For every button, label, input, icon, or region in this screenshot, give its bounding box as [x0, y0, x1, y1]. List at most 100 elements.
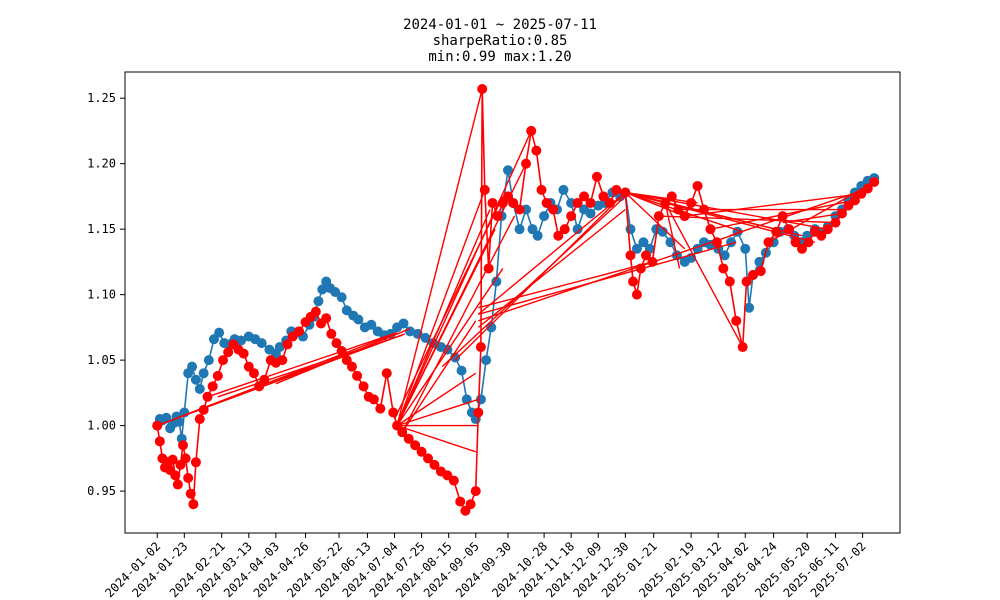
series-1-point-10 — [178, 440, 189, 451]
series-1-point-71 — [483, 263, 494, 274]
series-1-point-131 — [849, 195, 860, 206]
series-1-point-117 — [755, 266, 766, 277]
series-0-point-71 — [532, 230, 543, 241]
plot-frame — [124, 71, 901, 534]
series-1-point-58 — [423, 453, 434, 464]
series-1-point-121 — [784, 224, 795, 235]
series-1-point-66 — [470, 486, 481, 497]
series-0-point-57 — [456, 365, 467, 376]
connector-line-35 — [664, 202, 744, 348]
series-1-point-90 — [591, 171, 602, 182]
series-1-point-51 — [381, 368, 392, 379]
series-0-point-85 — [625, 224, 636, 235]
series-1-point-69 — [477, 84, 488, 95]
series-1-point-114 — [737, 342, 748, 353]
series-1-point-98 — [635, 263, 646, 274]
series-1-point-41 — [326, 328, 337, 339]
series-1-point-120 — [777, 211, 788, 222]
series-0-point-66 — [502, 165, 513, 176]
connector-line-25 — [478, 241, 737, 315]
series-1-point-89 — [585, 197, 596, 208]
series-0-point-34 — [313, 296, 324, 307]
series-1-point-49 — [368, 394, 379, 405]
series-1-point-95 — [625, 250, 636, 261]
series-1-point-108 — [698, 204, 709, 215]
series-0-point-72 — [539, 211, 550, 222]
series-1-point-35 — [294, 326, 305, 337]
series-1-point-109 — [705, 224, 716, 235]
series-1-point-123 — [796, 243, 807, 254]
series-1-point-59 — [429, 459, 440, 470]
series-0-point-103 — [744, 302, 755, 313]
series-1-point-13 — [185, 488, 196, 499]
series-1-point-119 — [771, 226, 782, 237]
series-0-point-13 — [194, 383, 205, 394]
connector-line-6 — [396, 88, 483, 426]
series-1-point-115 — [741, 276, 752, 287]
y-tick-label-0: 0.95 — [87, 484, 116, 498]
series-1-point-126 — [816, 230, 827, 241]
series-1-point-68 — [475, 342, 486, 353]
series-0-point-24 — [256, 338, 267, 349]
series-1-point-56 — [410, 440, 421, 451]
series-1-point-21 — [218, 355, 229, 366]
series-1-point-46 — [352, 370, 363, 381]
series-1-point-38 — [310, 306, 321, 317]
y-tick-label-3: 1.10 — [87, 288, 116, 302]
series-1-point-40 — [321, 313, 332, 324]
series-1-point-101 — [653, 211, 664, 222]
series-1-point-96 — [628, 276, 639, 287]
series-1-point-78 — [521, 158, 532, 169]
series-1-point-104 — [673, 204, 684, 215]
series-1-point-91 — [598, 191, 609, 202]
series-1-point-81 — [536, 184, 547, 195]
series-0-point-7 — [174, 416, 185, 427]
series-1-point-45 — [346, 361, 357, 372]
series-1-point-118 — [763, 237, 774, 248]
connector-line-23 — [477, 191, 626, 315]
series-0-point-77 — [572, 224, 583, 235]
series-0-point-15 — [203, 355, 214, 366]
series-0-point-63 — [486, 322, 497, 333]
connector-line-14 — [396, 398, 479, 427]
connector-line-26 — [478, 231, 743, 322]
series-1-point-12 — [183, 472, 194, 483]
connector-line-24 — [478, 261, 653, 309]
series-1-point-29 — [259, 374, 270, 385]
series-1-point-52 — [388, 407, 399, 418]
series-1-point-129 — [836, 208, 847, 219]
series-1-point-22 — [223, 347, 234, 358]
series-0-point-12 — [190, 374, 201, 385]
connector-line-16 — [396, 424, 476, 453]
series-1-point-84 — [553, 230, 564, 241]
connector-line-7 — [396, 189, 486, 426]
series-1-point-16 — [194, 414, 205, 425]
series-1-point-76 — [508, 197, 519, 208]
series-1-point-25 — [238, 348, 249, 359]
series-0-point-86 — [631, 243, 642, 254]
series-0-point-42 — [353, 314, 364, 325]
series-1-point-63 — [455, 496, 466, 507]
series-1-point-110 — [711, 237, 722, 248]
series-0-point-35 — [317, 284, 328, 295]
series-1-point-116 — [747, 269, 758, 280]
series-0-point-39 — [336, 292, 347, 303]
plot-area — [152, 84, 880, 516]
connector-line-17 — [401, 320, 477, 433]
series-1-point-83 — [548, 204, 559, 215]
series-0-point-14 — [198, 368, 209, 379]
series-1-point-55 — [403, 433, 414, 444]
series-1-point-97 — [631, 289, 642, 300]
series-0-point-99 — [719, 250, 730, 261]
series-1-point-77 — [514, 204, 525, 215]
series-1-point-106 — [686, 197, 697, 208]
series-0-point-27 — [274, 342, 285, 353]
y-tick-label-4: 1.15 — [87, 222, 116, 236]
series-1-point-73 — [492, 211, 503, 222]
series-0-point-52 — [420, 332, 431, 343]
series-1-point-54 — [397, 427, 408, 438]
series-1-point-14 — [188, 499, 199, 510]
chart-title-line-2: sharpeRatio:0.85 — [432, 33, 568, 49]
connector-line-12 — [396, 130, 532, 426]
series-0-point-49 — [398, 318, 409, 329]
